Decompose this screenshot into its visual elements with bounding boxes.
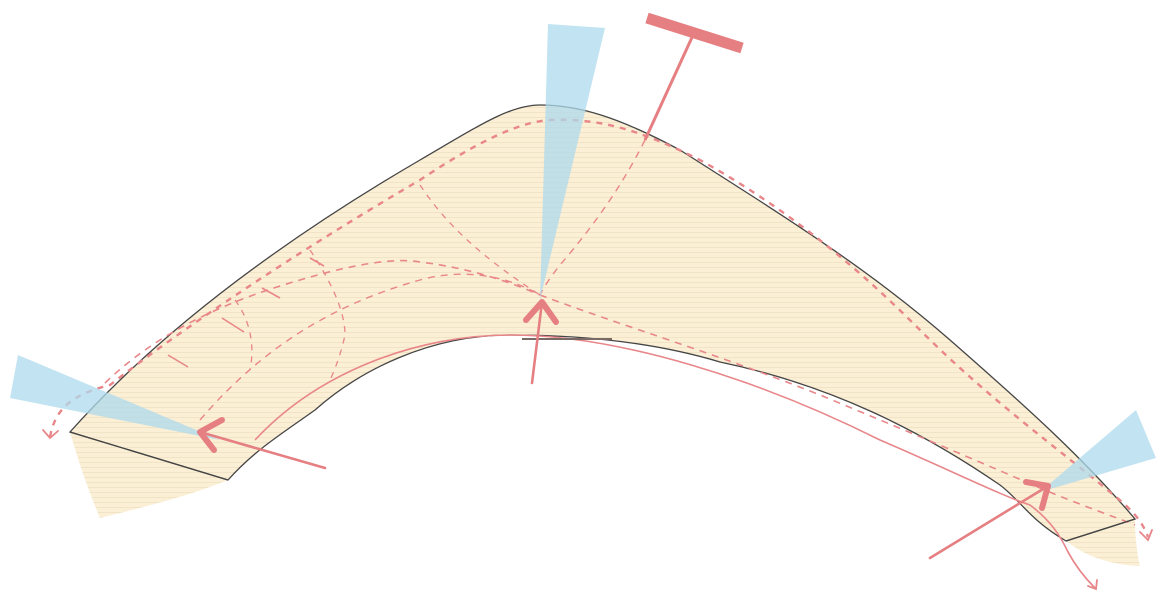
left-cone-icon: [10, 355, 220, 440]
fan-path-a: [419, 184, 541, 296]
right-cone-icon: [1040, 410, 1156, 492]
crown-arrow-icon: [523, 299, 559, 385]
soffit-line: [254, 334, 1069, 553]
right-foot-shading: [1066, 519, 1140, 566]
right-arrow-icon: [928, 479, 1051, 560]
fan-path-b: [309, 249, 346, 381]
left-arrow-icon: [197, 417, 327, 470]
outer-path-ticks: [167, 257, 325, 368]
end-plates: [69, 431, 1136, 542]
inner-stress-path-right: [539, 294, 1136, 526]
left-foot-shading: [70, 432, 228, 518]
fan-path-c: [234, 299, 253, 371]
t-support-icon: [643, 12, 744, 141]
inner-stress-path-left: [104, 259, 541, 384]
crown-cone-icon: [540, 24, 605, 300]
path-end-arrows: [42, 429, 1153, 591]
outer-stress-path: [48, 118, 1150, 538]
support-path: [539, 139, 646, 296]
